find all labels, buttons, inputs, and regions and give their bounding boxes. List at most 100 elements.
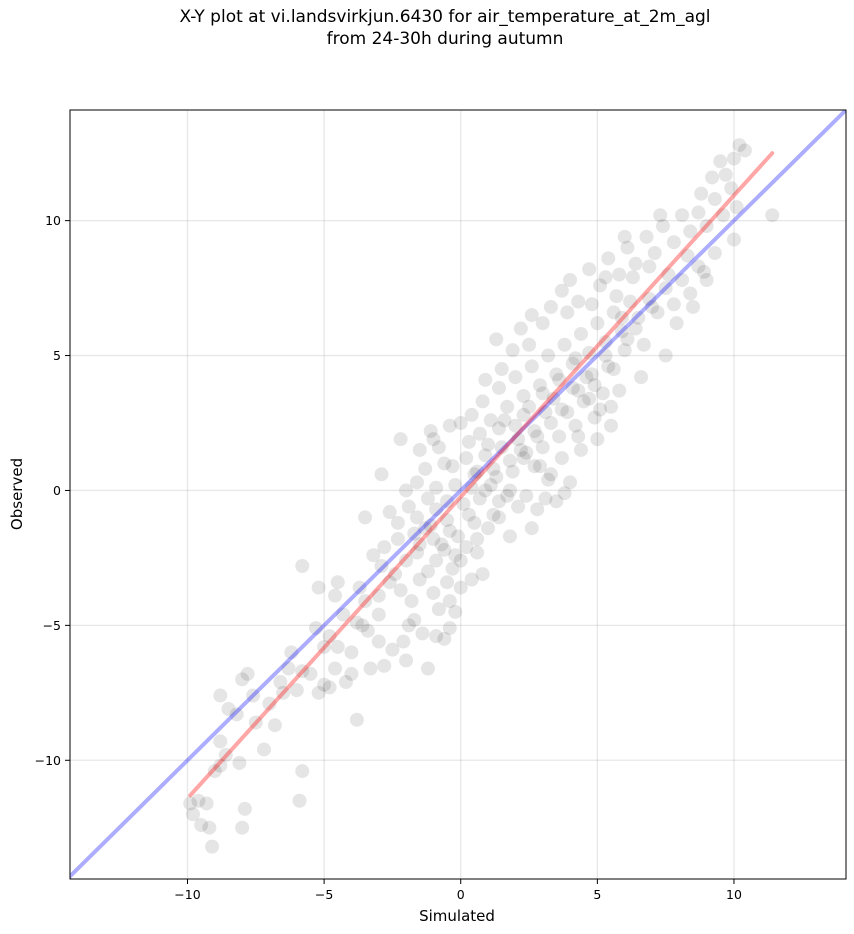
data-point <box>295 764 310 779</box>
data-point <box>639 229 654 244</box>
data-point <box>549 494 564 509</box>
data-point <box>415 626 430 641</box>
chart-title-line-1: X-Y plot at vi.landsvirkjun.6430 for air… <box>179 7 711 27</box>
data-point <box>685 299 700 314</box>
data-point <box>606 305 621 320</box>
data-point <box>360 623 375 638</box>
data-point <box>631 310 646 325</box>
data-point <box>420 661 435 676</box>
data-point <box>440 575 455 590</box>
data-point <box>598 348 613 363</box>
data-point <box>352 580 367 595</box>
data-point <box>442 594 457 609</box>
chart-title-line-2: from 24-30h during autumn <box>326 29 564 49</box>
data-point <box>666 235 681 250</box>
data-point <box>185 807 200 822</box>
data-point <box>472 491 487 506</box>
data-points <box>183 138 780 854</box>
data-point <box>538 491 553 506</box>
data-point <box>502 453 517 468</box>
data-point <box>464 480 479 495</box>
data-point <box>614 310 629 325</box>
data-point <box>483 478 498 493</box>
data-point <box>532 459 547 474</box>
data-point <box>431 602 446 617</box>
data-point <box>426 532 441 547</box>
data-point <box>453 415 468 430</box>
y-tick-label: −10 <box>35 753 61 768</box>
data-point <box>584 297 599 312</box>
data-point <box>396 634 411 649</box>
data-point <box>478 448 493 463</box>
data-point <box>371 634 386 649</box>
data-point <box>726 232 741 247</box>
data-point <box>213 758 228 773</box>
data-point <box>317 677 332 692</box>
data-point <box>481 521 496 536</box>
data-point <box>516 389 531 404</box>
data-point <box>470 532 485 547</box>
x-tick-label: −10 <box>174 887 200 902</box>
data-point <box>494 362 509 377</box>
data-point <box>587 378 602 393</box>
data-point <box>344 645 359 660</box>
data-point <box>440 494 455 509</box>
data-point <box>407 612 422 627</box>
data-point <box>699 272 714 287</box>
regression-line <box>188 151 775 798</box>
data-point <box>554 402 569 417</box>
data-point <box>248 715 263 730</box>
data-point <box>328 661 343 676</box>
data-point <box>257 742 271 757</box>
data-point <box>582 391 597 406</box>
data-point <box>737 143 752 158</box>
data-point <box>511 432 526 447</box>
data-point <box>601 251 616 266</box>
data-point <box>292 793 307 808</box>
y-tick-label: −5 <box>43 618 61 633</box>
data-point <box>486 507 501 522</box>
data-point <box>453 580 468 595</box>
data-point <box>377 540 392 555</box>
data-point <box>388 567 403 582</box>
data-point <box>508 370 523 385</box>
y-tick-label: 10 <box>45 213 61 228</box>
data-point <box>549 367 564 382</box>
data-point <box>284 645 299 660</box>
x-tick-label: 10 <box>726 887 742 902</box>
data-point <box>456 496 471 511</box>
data-point <box>412 537 427 552</box>
data-point <box>557 486 572 501</box>
data-point <box>199 796 214 811</box>
data-point <box>289 683 304 698</box>
data-point <box>281 661 296 676</box>
data-point <box>437 542 452 557</box>
data-point <box>399 653 414 668</box>
data-point <box>593 402 608 417</box>
chart-title: X-Y plot at vi.landsvirkjun.6430 for air… <box>0 6 854 50</box>
data-point <box>344 666 359 681</box>
data-point <box>358 510 373 525</box>
data-point <box>491 510 506 525</box>
data-point <box>543 299 558 314</box>
data-point <box>522 399 537 414</box>
data-point <box>590 316 605 331</box>
data-point <box>246 688 261 703</box>
data-point <box>448 548 463 563</box>
data-point <box>205 839 220 854</box>
data-point <box>524 521 539 536</box>
data-point <box>423 424 438 439</box>
data-point <box>699 219 714 234</box>
data-point <box>410 510 425 525</box>
data-point <box>440 513 455 528</box>
data-point <box>541 348 556 363</box>
reference-lines <box>70 110 846 879</box>
data-point <box>423 518 438 533</box>
data-point <box>218 747 233 762</box>
data-point <box>338 675 353 690</box>
data-point <box>404 594 419 609</box>
data-point <box>445 459 460 474</box>
data-point <box>642 291 657 306</box>
data-point <box>267 718 282 733</box>
data-point <box>317 639 332 654</box>
